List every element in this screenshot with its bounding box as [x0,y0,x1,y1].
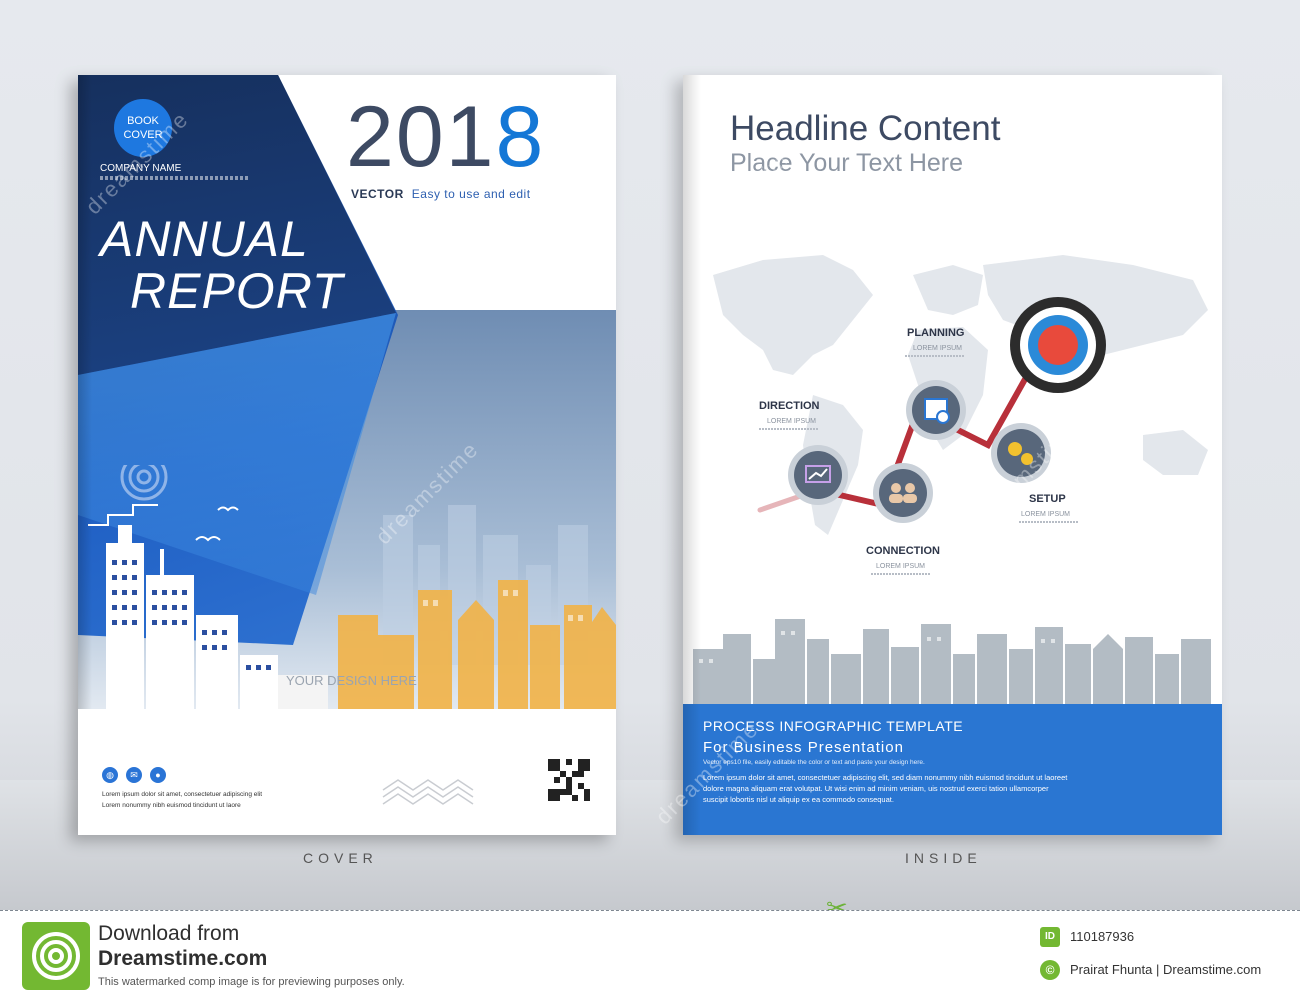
tagline-text: Easy to use and edit [411,187,531,201]
step-connection-bar [871,573,931,575]
cover-lorem-1: Lorem ipsum dolor sit amet, consectetuer… [102,791,263,798]
cover-tagline: VECTOR Easy to use and edit [351,187,531,201]
download-line-2[interactable]: Dreamstime.com [98,947,268,970]
cover-bottom-strip: ◍ ✉ ● Lorem ipsum dolor sit amet, consec… [78,709,616,835]
company-name: COMPANY NAME [100,163,182,174]
image-id-number: 110187936 [1070,929,1135,944]
cover-paper-buildings [88,465,328,710]
step-planning-label: PLANNING [907,327,965,339]
mail-icon: ✉ [126,767,142,783]
cover-spine-shadow [78,75,92,835]
copyright-icon: © [1040,960,1060,980]
inside-page: Headline Content Place Your Text Here [683,75,1222,835]
cover-title-annual: ANNUAL [100,211,309,267]
step-direction-sub: LOREM IPSUM [767,418,817,425]
world-map-infographic [713,255,1208,535]
cover-faint-skyline [338,505,616,725]
year-part-1: 201 [346,89,496,185]
step-connection-label: CONNECTION [866,545,940,557]
user-icon: ● [150,767,166,783]
step-direction-bar [759,428,819,430]
step-setup-sub: LOREM IPSUM [1021,511,1071,518]
cover-caption: COVER [303,850,378,866]
spiral-icon [32,932,80,980]
vector-label: VECTOR [351,187,404,201]
inside-subheadline: Place Your Text Here [730,149,964,177]
step-direction-label: DIRECTION [759,400,820,412]
band-lorem-2: dolore magna aliquam erat volutpat. Ut w… [703,784,1049,793]
inside-headline: Headline Content [730,109,1001,148]
band-subtitle: For Business Presentation [703,739,904,756]
company-subtext-placeholder [100,176,250,180]
step-planning-bar [905,355,965,357]
author-credit[interactable]: Prairat Fhunta | Dreamstime.com [1070,962,1262,977]
dreamstime-logo [22,922,90,990]
cover-title-report: REPORT [130,263,344,319]
watermark-note: This watermarked comp image is for previ… [98,976,405,988]
badge-line-2: COVER [123,129,163,141]
inside-caption: INSIDE [905,850,982,866]
band-lorem-1: Lorem ipsum dolor sit amet, consectetuer… [703,773,1068,782]
cover-page: BOOK COVER COMPANY NAME ANNUAL REPORT 20… [78,75,616,835]
download-line-1: Download from [98,922,240,945]
inside-blue-band: PROCESS INFOGRAPHIC TEMPLATE For Busines… [683,704,1222,835]
band-lorem-3: suscipit lobortis nisl ut aliquip ex ea … [703,795,894,804]
inside-skyline [693,619,1211,705]
inside-spine-shadow [683,75,701,835]
cover-year: 2018 [346,87,545,187]
badge-line-1: BOOK [127,115,159,127]
band-small-text: Vector eps10 file, easily editable the c… [703,759,925,766]
id-badge: ID [1040,927,1060,947]
chevron-pattern-icon [382,779,474,805]
footer-dashed-rule [0,910,1300,911]
step-planning-sub: LOREM IPSUM [913,345,963,352]
book-cover-badge: BOOK COVER [114,99,172,157]
step-setup-bar [1019,521,1079,523]
your-design-here: YOUR DESIGN HERE [286,673,417,688]
year-part-2: 8 [495,89,546,185]
page-stage: BOOK COVER COMPANY NAME ANNUAL REPORT 20… [0,75,1300,910]
step-setup-label: SETUP [1029,493,1066,505]
download-footer: Download from Dreamstime.com This waterm… [0,910,1300,1000]
cover-lorem-2: Lorem nonummy nibh euismod tincidunt ut … [102,802,241,809]
step-connection-sub: LOREM IPSUM [876,563,926,570]
qr-code [548,759,590,801]
globe-icon: ◍ [102,767,118,783]
band-title: PROCESS INFOGRAPHIC TEMPLATE [703,718,964,734]
